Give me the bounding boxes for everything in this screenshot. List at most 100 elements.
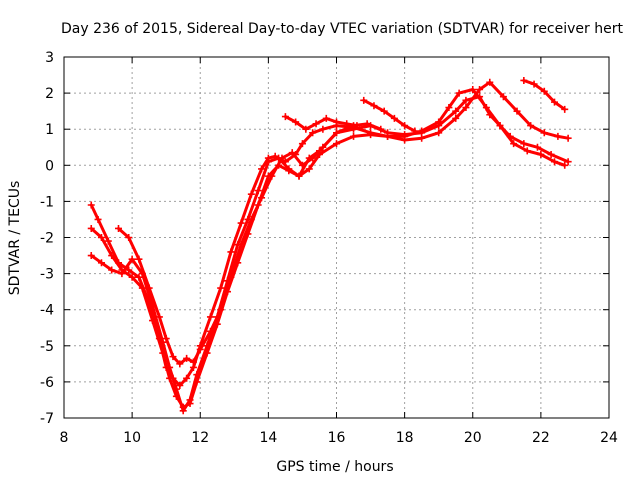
data-point (333, 129, 340, 137)
x-tick-label: 16 (328, 430, 346, 446)
data-point (268, 172, 276, 180)
series-track-6 (360, 96, 419, 135)
data-point (445, 104, 453, 112)
chart-title: Day 236 of 2015, Sidereal Day-to-day VTE… (61, 21, 623, 37)
series-line (522, 79, 567, 111)
data-point (203, 342, 211, 350)
data-point (513, 107, 521, 115)
x-tick-label: 20 (464, 430, 482, 446)
data-point (533, 143, 541, 151)
data-point (128, 255, 136, 263)
data-point (196, 345, 204, 353)
data-point (312, 120, 320, 128)
data-point (258, 194, 266, 202)
data-point (564, 158, 572, 166)
y-tick-label: -2 (40, 231, 54, 247)
data-series (87, 76, 572, 415)
data-point (367, 131, 375, 139)
data-point (247, 190, 255, 198)
data-point (547, 150, 555, 158)
y-tick-label: 2 (45, 86, 54, 102)
data-point (462, 104, 470, 112)
series-track-7 (520, 76, 569, 113)
data-point (217, 284, 225, 292)
data-point (530, 80, 538, 88)
data-point (363, 120, 371, 128)
data-point (469, 85, 477, 93)
data-point (462, 96, 470, 104)
series-track-5 (281, 113, 361, 133)
data-point (551, 158, 558, 166)
data-point (135, 255, 143, 263)
data-point (540, 129, 548, 137)
data-point (322, 114, 330, 122)
data-point (176, 360, 184, 368)
data-point (360, 96, 368, 104)
data-point (217, 306, 225, 314)
data-point (145, 284, 153, 292)
data-point (193, 371, 201, 379)
x-tick-label: 12 (191, 430, 209, 446)
data-point (159, 338, 167, 346)
data-point (452, 114, 460, 122)
data-point (384, 129, 392, 137)
data-point (176, 382, 184, 390)
data-point (237, 241, 245, 249)
axis-ticks (63, 56, 610, 419)
data-point (520, 140, 528, 148)
data-point (380, 107, 388, 115)
data-point (206, 313, 214, 321)
data-point (155, 313, 163, 321)
data-point (353, 122, 361, 130)
data-point (411, 127, 419, 135)
y-tick-label: -6 (40, 375, 54, 391)
data-point (264, 158, 272, 166)
data-point (319, 143, 327, 151)
data-point (499, 93, 507, 101)
data-point (108, 252, 116, 260)
data-point (258, 165, 266, 173)
data-point (189, 358, 197, 366)
data-point (370, 102, 378, 110)
data-point (298, 161, 306, 169)
data-point (87, 201, 95, 209)
x-tick-label: 14 (259, 430, 277, 446)
y-tick-labels: -7 -6 -5 -4 -3 -2 -1 0 1 2 3 (40, 50, 54, 427)
data-point (435, 122, 443, 130)
data-point (333, 118, 340, 126)
data-point (285, 165, 293, 173)
data-point (476, 93, 484, 101)
data-point (118, 270, 126, 278)
data-point (302, 125, 310, 133)
data-point (418, 129, 426, 137)
data-point (183, 374, 191, 382)
data-point (247, 215, 255, 223)
data-point (179, 407, 187, 415)
series-line (89, 80, 570, 409)
data-point (564, 134, 572, 142)
x-tick-label: 22 (532, 430, 550, 446)
y-tick-label: 0 (45, 158, 54, 174)
data-point (183, 354, 191, 362)
data-point (138, 284, 146, 292)
data-point (390, 114, 398, 122)
data-point (455, 89, 463, 97)
series-line (89, 95, 570, 413)
data-point (135, 273, 143, 281)
data-point (87, 224, 95, 232)
data-point (125, 234, 133, 241)
y-tick-label: -5 (40, 339, 54, 355)
x-tick-label: 24 (600, 430, 618, 446)
x-tick-label: 8 (60, 430, 69, 446)
data-point (97, 234, 105, 241)
data-point (295, 172, 303, 180)
data-point (551, 98, 558, 106)
data-point (292, 118, 300, 126)
data-point (115, 224, 122, 232)
data-point (288, 149, 296, 157)
data-point (540, 87, 548, 95)
x-axis-title: GPS time / hours (276, 459, 393, 475)
data-point (172, 385, 180, 393)
data-point (162, 335, 170, 343)
